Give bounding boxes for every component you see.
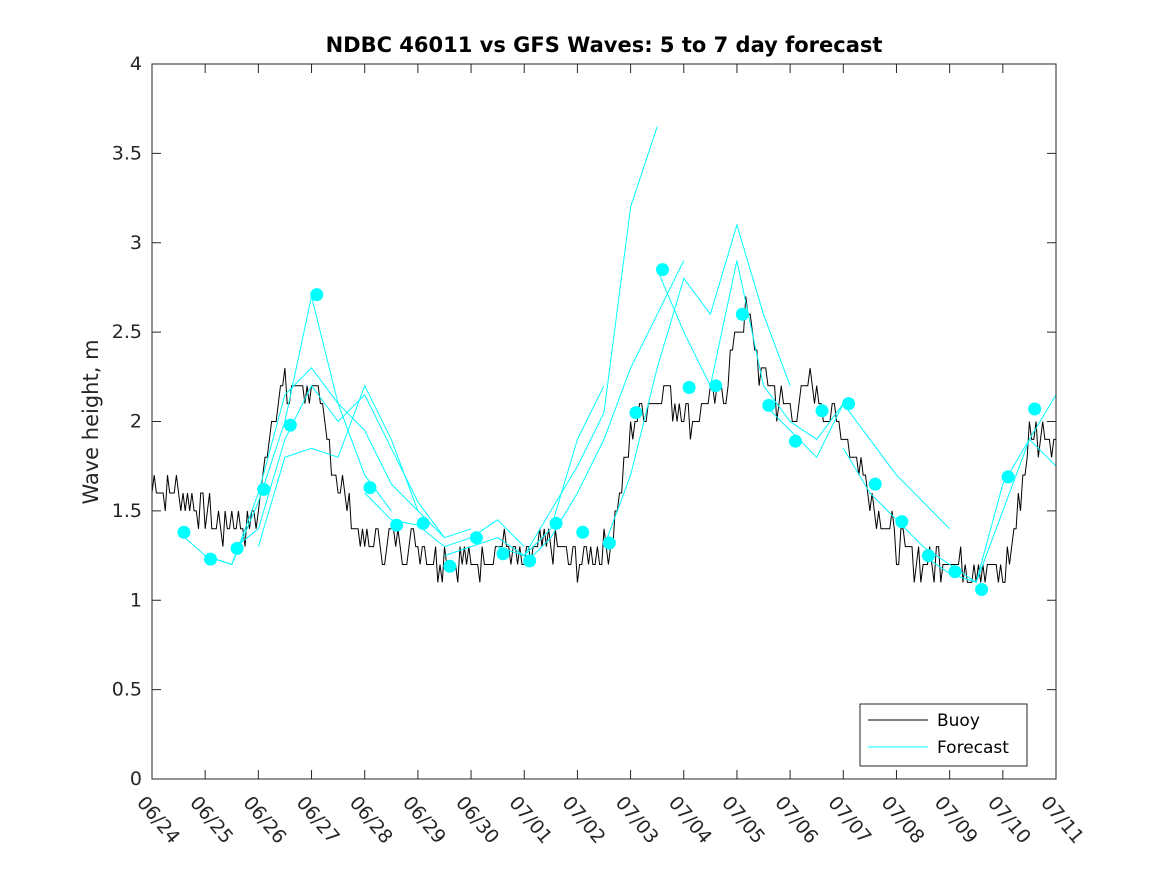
y-tick-label: 2 — [130, 411, 142, 433]
forecast-marker-point — [204, 552, 217, 566]
forecast-marker-point — [469, 531, 483, 545]
forecast-marker-point — [576, 525, 590, 539]
y-tick-label: 1 — [130, 589, 142, 611]
y-tick-label: 2.5 — [112, 321, 142, 343]
y-tick-label: 3.5 — [112, 142, 142, 164]
forecast-marker-point — [868, 477, 882, 491]
forecast-marker-point — [656, 263, 669, 277]
y-tick-label: 0 — [130, 768, 142, 790]
forecast-series-line-3 — [231, 384, 445, 551]
forecast-marker-point — [975, 583, 989, 596]
forecast-marker-point — [762, 398, 776, 412]
forecast-marker-point — [629, 406, 643, 420]
forecast-marker-point — [496, 547, 510, 561]
forecast-marker-point — [416, 516, 430, 530]
forecast-marker-point — [1001, 470, 1015, 484]
forecast-marker-point — [895, 515, 909, 529]
forecast-marker-point — [682, 381, 696, 394]
buoy-series-line — [151, 296, 1056, 583]
legend-box — [859, 703, 1028, 767]
forecast-series-line-7 — [497, 126, 658, 557]
forecast-marker-point — [523, 554, 537, 568]
y-tick-label: 4 — [130, 53, 142, 75]
forecast-marker-point — [815, 404, 829, 418]
chart-title: NDBC 46011 vs GFS Waves: 5 to 7 day fore… — [326, 33, 883, 57]
forecast-marker-point — [390, 518, 404, 532]
forecast-marker-point — [602, 536, 616, 550]
forecast-series-line-12 — [842, 438, 1057, 584]
forecast-marker-point — [842, 397, 856, 411]
forecast-series-line-5 — [364, 492, 525, 548]
forecast-series-line-10 — [656, 260, 844, 441]
forecast-marker-point — [230, 541, 244, 555]
forecast-marker-point — [257, 482, 271, 496]
forecast-marker-point — [735, 307, 749, 321]
forecast-marker-point — [709, 379, 723, 393]
forecast-marker-point — [443, 559, 457, 573]
forecast-marker-point — [788, 434, 802, 448]
forecast-marker-point — [177, 525, 191, 539]
y-axis-label: Wave height, m — [79, 339, 103, 504]
forecast-marker-point — [283, 418, 297, 432]
legend-forecast-label: Forecast — [937, 738, 1009, 758]
y-tick-label: 0.5 — [112, 679, 142, 701]
forecast-marker-point — [948, 565, 962, 579]
forecast-marker-point — [1028, 402, 1042, 416]
forecast-series-line-4 — [257, 384, 472, 547]
forecast-series-line-2 — [205, 367, 419, 566]
forecast-series-line-8 — [523, 260, 685, 565]
legend: Buoy Forecast — [859, 703, 1028, 767]
y-tick-label: 3 — [130, 232, 142, 254]
legend-buoy-label: Buoy — [937, 711, 980, 731]
forecast-marker-point — [363, 481, 377, 495]
forecast-series-line-9 — [603, 223, 791, 547]
forecast-marker-point — [549, 516, 563, 530]
y-tick-label: 1.5 — [112, 500, 142, 522]
forecast-marker-point — [310, 288, 324, 302]
forecast-series-line-13 — [922, 394, 1057, 584]
forecast-marker-point — [921, 549, 935, 563]
plot-area — [151, 126, 1057, 596]
